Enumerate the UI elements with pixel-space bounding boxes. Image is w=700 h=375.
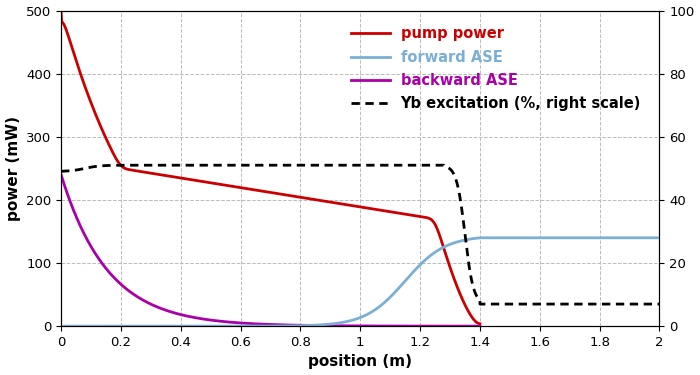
Y-axis label: power (mW): power (mW): [6, 116, 20, 221]
X-axis label: position (m): position (m): [308, 354, 412, 369]
Legend: pump power, forward ASE, backward ASE, Yb excitation (%, right scale): pump power, forward ASE, backward ASE, Y…: [345, 21, 647, 117]
